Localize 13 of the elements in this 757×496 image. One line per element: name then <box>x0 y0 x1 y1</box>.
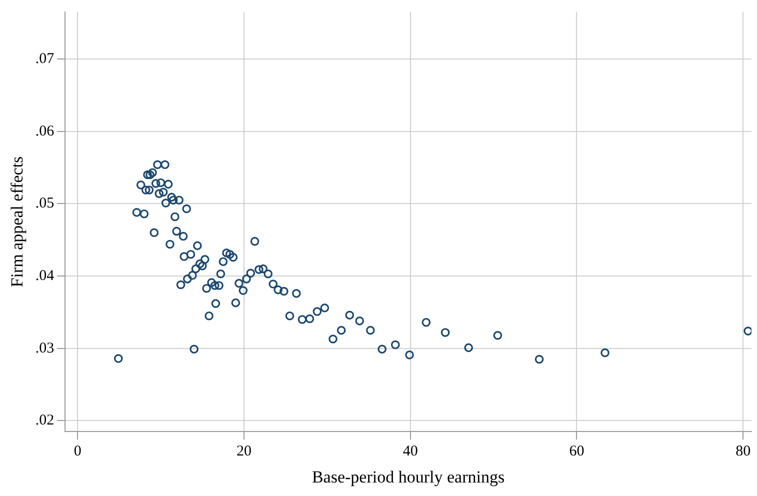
x-tick-label: 80 <box>736 444 751 460</box>
y-tick-label: .02 <box>35 412 54 429</box>
y-tick-label: .04 <box>35 268 55 284</box>
y-tick-label: .05 <box>35 196 54 212</box>
x-tick-label: 20 <box>236 444 252 460</box>
y-tick-label: .03 <box>35 340 54 356</box>
y-axis-title: Firm appeal effects <box>8 156 27 288</box>
y-tick-label: .07 <box>35 50 55 67</box>
x-axis-title: Base-period hourly earnings <box>312 467 505 486</box>
x-tick-label: 40 <box>402 444 418 460</box>
x-tick-label: 60 <box>569 444 584 460</box>
x-tick-label: 0 <box>74 444 82 460</box>
y-tick-label: .06 <box>35 123 55 140</box>
